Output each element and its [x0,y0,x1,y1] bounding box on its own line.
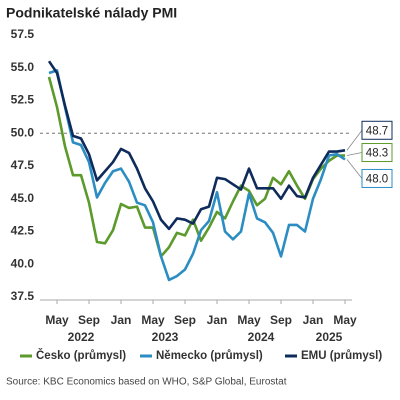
end-label-connector [346,130,363,151]
end-label-box [361,120,393,140]
end-label: 48.0 [366,173,388,185]
source: Source: KBC Economics based on WHO, S&P … [6,377,287,388]
end-label-box [361,143,393,163]
y-tick-label: 50.0 [11,125,35,139]
y-tick-label: 37.5 [11,289,35,303]
y-tick-label: 52.5 [11,93,35,107]
x-tick-label: May [333,313,357,327]
chart-title: Podnikatelské nálady PMI [6,5,177,21]
y-tick-label: 47.5 [11,158,35,172]
x-tick-label: Jan [207,313,228,327]
y-tick-label: 55.0 [11,60,35,74]
x-tick-label: Jan [303,313,324,327]
legend-label: EMU (průmysl) [301,350,382,362]
series-line [47,60,346,231]
year-label: 2025 [316,330,343,344]
end-label-connector [346,152,363,156]
end-label-connector [346,159,363,179]
x-tick-label: May [141,313,165,327]
x-tick-label: Sep [78,313,100,327]
x-tick-label: Sep [270,313,292,327]
end-label: 48.7 [366,125,388,137]
x-tick-label: May [237,313,261,327]
legend-label: Česko (průmysl) [36,349,126,362]
year-label: 2022 [68,330,95,344]
y-tick-label: 57.5 [11,27,35,41]
y-tick-label: 42.5 [11,224,35,238]
series-line [47,76,345,258]
year-label: 2024 [248,330,275,344]
x-tick-label: Sep [174,313,196,327]
end-label-box [361,168,393,188]
year-label: 2023 [152,330,179,344]
legend-label: Německo (průmysl) [156,350,263,362]
y-tick-label: 40.0 [11,256,35,270]
x-tick-label: May [45,313,69,327]
x-tick-label: Jan [111,313,132,327]
y-tick-label: 45.0 [11,191,35,205]
end-label: 48.3 [366,148,388,160]
series-line [48,69,346,282]
